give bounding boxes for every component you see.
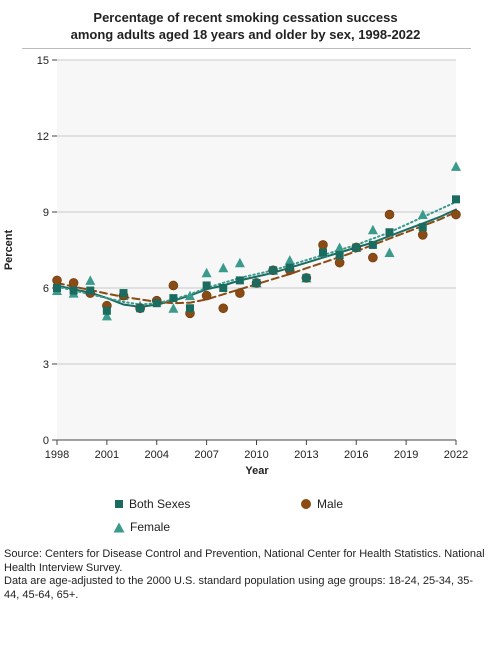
plot-background xyxy=(57,60,456,440)
point-both-sexes-2020 xyxy=(418,223,427,232)
point-male-2015 xyxy=(334,257,345,268)
y-tick-label-3: 3 xyxy=(43,359,49,371)
point-female-2007 xyxy=(201,267,212,278)
point-both-sexes-2007 xyxy=(202,281,211,290)
point-male-2014 xyxy=(318,240,328,250)
point-female-2000 xyxy=(85,275,96,285)
x-tick-label-2019: 2019 xyxy=(394,449,418,461)
chart-area: 0 3 6 9 12 15 1998 2001 2004 2007 2010 2013 2016 201… xyxy=(3,55,468,477)
point-both-sexes-2015 xyxy=(335,251,344,260)
legend-circle-marker-shape xyxy=(301,499,311,509)
point-both-sexes-2012 xyxy=(285,263,294,272)
point-female-2022 xyxy=(451,161,461,171)
point-female-2006 xyxy=(185,290,195,301)
y-tick-label-12: 12 xyxy=(37,131,49,143)
x-tick-label-2016: 2016 xyxy=(344,449,368,461)
x-tick-label-2022: 2022 xyxy=(444,449,468,461)
source-note: Source: Centers for Disease Control and … xyxy=(4,548,488,602)
point-both-sexes-2013 xyxy=(302,273,311,282)
legend-label-female: Female xyxy=(130,520,171,534)
trend-line-female xyxy=(56,200,457,306)
point-both-sexes-2006 xyxy=(186,304,194,313)
point-male-2017 xyxy=(368,252,378,263)
point-both-sexes-1998 xyxy=(53,284,61,292)
legend-triangle-marker-shape xyxy=(113,522,125,532)
y-tick-label-9: 9 xyxy=(43,207,49,219)
point-female-2005 xyxy=(168,303,179,313)
point-male-1998 xyxy=(52,275,62,286)
y-tick-label-15: 15 xyxy=(37,55,49,67)
point-female-2008 xyxy=(218,262,229,273)
chart-title-line-2: among adults aged 18 years and older by … xyxy=(70,27,421,42)
point-male-2018 xyxy=(384,209,395,220)
data-points xyxy=(52,161,461,321)
point-male-2008 xyxy=(218,303,229,314)
x-tick-label-2007: 2007 xyxy=(194,449,218,461)
legend-item-both-sexes: Both Sexes xyxy=(114,497,190,511)
point-both-sexes-2017 xyxy=(368,240,377,249)
point-both-sexes-2016 xyxy=(352,243,361,252)
x-tick-label-2010: 2010 xyxy=(244,449,268,461)
point-female-2015 xyxy=(334,242,345,252)
data-note: Data are age-adjusted to the 2000 U.S. s… xyxy=(4,575,474,601)
point-male-1999 xyxy=(68,278,79,288)
point-male-2022 xyxy=(451,209,461,220)
legend-label-both-sexes: Both Sexes xyxy=(129,497,191,511)
point-both-sexes-2004 xyxy=(152,299,161,308)
point-male-2020 xyxy=(417,230,428,240)
point-both-sexes-2018 xyxy=(385,228,394,237)
source-citation: Source: Centers for Disease Control and … xyxy=(4,548,485,574)
point-both-sexes-2005 xyxy=(169,294,178,303)
point-both-sexes-2008 xyxy=(219,284,228,292)
point-both-sexes-2002 xyxy=(119,289,128,298)
y-axis-label: Percent xyxy=(3,229,15,270)
legend-item-male: Male xyxy=(300,497,343,511)
x-tick-label-2013: 2013 xyxy=(294,449,318,461)
point-female-2009 xyxy=(234,257,245,268)
legend-square-marker-shape xyxy=(115,500,123,508)
point-both-sexes-2001 xyxy=(102,306,111,315)
point-female-2020 xyxy=(417,209,428,219)
x-tick-label-2001: 2001 xyxy=(95,449,119,461)
point-both-sexes-2014 xyxy=(319,248,327,257)
point-both-sexes-2011 xyxy=(269,266,278,275)
point-male-2007 xyxy=(201,290,212,301)
legend-triangle-marker-icon xyxy=(113,522,125,532)
point-male-2005 xyxy=(168,280,179,291)
point-female-2012 xyxy=(284,255,295,265)
x-tick-label-1998: 1998 xyxy=(45,449,69,461)
title-divider xyxy=(22,48,471,49)
x-axis-label: Year xyxy=(245,465,269,477)
point-female-2018 xyxy=(384,247,395,257)
legend-item-female: Female xyxy=(113,520,170,534)
x-tick-label-2004: 2004 xyxy=(145,449,169,461)
point-female-2001 xyxy=(101,310,112,321)
point-both-sexes-2009 xyxy=(235,276,244,285)
legend-label-male: Male xyxy=(317,497,344,511)
point-female-2017 xyxy=(367,224,378,235)
point-both-sexes-2010 xyxy=(252,278,261,287)
y-tick-label-0: 0 xyxy=(43,435,49,447)
y-axis-ticks: 0 3 6 9 12 15 xyxy=(37,55,57,447)
legend-circle-marker-icon xyxy=(301,499,311,509)
point-both-sexes-2000 xyxy=(86,286,95,295)
point-both-sexes-2003 xyxy=(136,304,145,313)
chart-title: Percentage of recent smoking cessation s… xyxy=(0,9,491,43)
chart-title-line-1: Percentage of recent smoking cessation s… xyxy=(93,10,398,25)
point-both-sexes-1999 xyxy=(69,286,78,295)
legend-square-marker-icon xyxy=(115,500,123,508)
y-tick-label-6: 6 xyxy=(43,283,49,295)
point-male-2009 xyxy=(235,288,245,298)
point-both-sexes-2022 xyxy=(452,195,460,204)
x-axis-ticks: 1998 2001 2004 2007 2010 2013 2016 2019 2022 xyxy=(45,440,468,461)
